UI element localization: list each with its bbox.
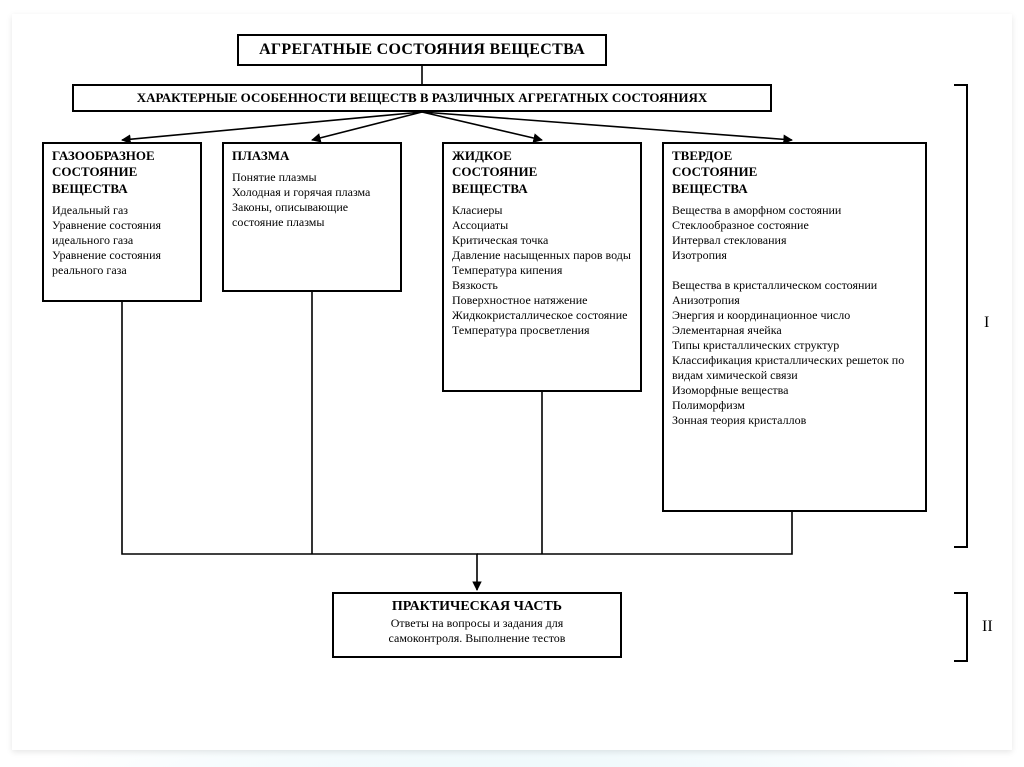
practice-body: Ответы на вопросы и задания для самоконт…: [342, 616, 612, 646]
title-text: АГРЕГАТНЫЕ СОСТОЯНИЯ ВЕЩЕСТВА: [259, 41, 585, 58]
stage: АГРЕГАТНЫЕ СОСТОЯНИЯ ВЕЩЕСТВА ХАРАКТЕРНЫ…: [0, 0, 1024, 767]
title-box: АГРЕГАТНЫЕ СОСТОЯНИЯ ВЕЩЕСТВА: [237, 34, 607, 66]
solid-title: ТВЕРДОЕ СОСТОЯНИЕ ВЕЩЕСТВА: [672, 148, 917, 197]
bracket-section-2: [954, 592, 968, 662]
liquid-box: ЖИДКОЕ СОСТОЯНИЕ ВЕЩЕСТВА Класиеры Ассоц…: [442, 142, 642, 392]
sheet: АГРЕГАТНЫЕ СОСТОЯНИЯ ВЕЩЕСТВА ХАРАКТЕРНЫ…: [12, 14, 1012, 750]
plasma-title: ПЛАЗМА: [232, 148, 392, 164]
roman-1: I: [984, 314, 989, 332]
gas-body: Идеальный газ Уравнение состояния идеаль…: [52, 203, 192, 278]
gas-box: ГАЗООБРАЗНОЕ СОСТОЯНИЕ ВЕЩЕСТВА Идеальны…: [42, 142, 202, 302]
practice-box: ПРАКТИЧЕСКАЯ ЧАСТЬ Ответы на вопросы и з…: [332, 592, 622, 658]
solid-box: ТВЕРДОЕ СОСТОЯНИЕ ВЕЩЕСТВА Вещества в ам…: [662, 142, 927, 512]
liquid-body: Класиеры Ассоциаты Критическая точка Дав…: [452, 203, 632, 338]
subtitle-text: ХАРАКТЕРНЫЕ ОСОБЕННОСТИ ВЕЩЕСТВ В РАЗЛИЧ…: [137, 90, 708, 105]
solid-body: Вещества в аморфном состоянии Стеклообра…: [672, 203, 917, 428]
bracket-section-1: [954, 84, 968, 548]
practice-title: ПРАКТИЧЕСКАЯ ЧАСТЬ: [342, 598, 612, 616]
gas-title: ГАЗООБРАЗНОЕ СОСТОЯНИЕ ВЕЩЕСТВА: [52, 148, 192, 197]
liquid-title: ЖИДКОЕ СОСТОЯНИЕ ВЕЩЕСТВА: [452, 148, 632, 197]
plasma-box: ПЛАЗМА Понятие плазмы Холодная и горячая…: [222, 142, 402, 292]
subtitle-box: ХАРАКТЕРНЫЕ ОСОБЕННОСТИ ВЕЩЕСТВ В РАЗЛИЧ…: [72, 84, 772, 112]
roman-2: II: [982, 618, 993, 636]
plasma-body: Понятие плазмы Холодная и горячая плазма…: [232, 170, 392, 230]
